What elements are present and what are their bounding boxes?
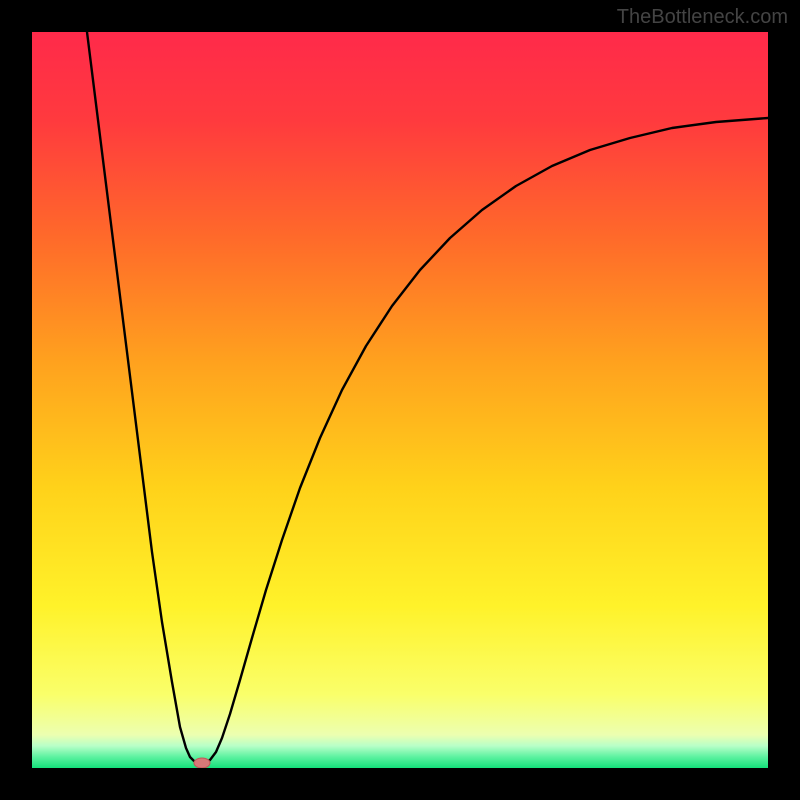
plot-area	[32, 32, 768, 768]
minimum-marker	[194, 758, 210, 768]
bottleneck-curve	[87, 32, 768, 762]
watermark-text: TheBottleneck.com	[617, 6, 788, 29]
curve-layer	[32, 32, 768, 768]
